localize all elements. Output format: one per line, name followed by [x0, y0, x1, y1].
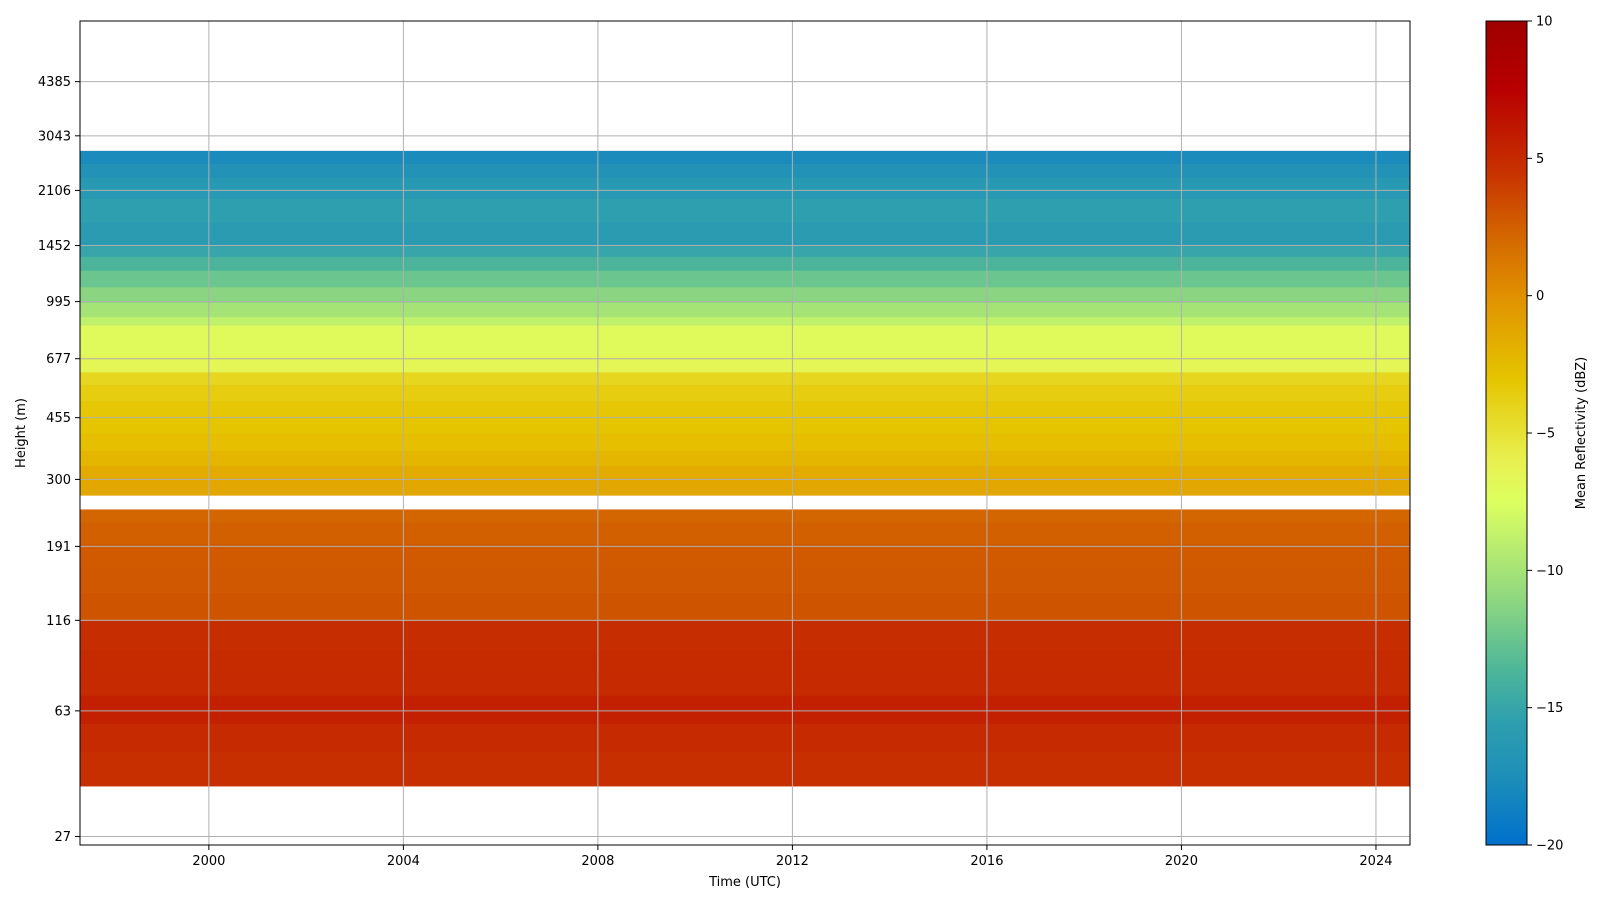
- x-axis-ticks: 2000 2004 2008 2012 2016 2020 2024: [192, 845, 1393, 869]
- heatmap-band-15: [80, 417, 1410, 434]
- x-axis-label: Time (UTC): [708, 875, 781, 890]
- heatmap-band-24: [80, 270, 1410, 288]
- heatmap-band-7: [80, 568, 1410, 594]
- plot-frame: [79, 20, 1411, 846]
- heatmap-band-27: [80, 222, 1410, 247]
- colorbar-tick-label: −5: [1536, 427, 1555, 442]
- y-tick-label: 2106: [38, 184, 71, 199]
- y-tick-label: 116: [46, 614, 71, 629]
- heatmap-band-1: [80, 723, 1410, 752]
- x-tick-label: 2000: [192, 854, 225, 869]
- colorbar: [1485, 20, 1528, 846]
- y-tick-label: 1452: [38, 239, 71, 254]
- heatmap-band-22: [80, 302, 1410, 318]
- heatmap-band-0: [80, 751, 1410, 787]
- x-tick-label: 2016: [970, 854, 1003, 869]
- x-tick-label: 2024: [1359, 854, 1392, 869]
- colorbar-tick-label: −20: [1536, 839, 1563, 854]
- heatmap-band-11: [80, 479, 1410, 496]
- heatmap-band-2: [80, 695, 1410, 724]
- y-tick-label: 677: [46, 352, 71, 367]
- heatmap-band-5: [80, 620, 1410, 651]
- y-tick-label: 995: [46, 295, 71, 310]
- x-tick-label: 2004: [387, 854, 420, 869]
- y-tick-label: 300: [46, 473, 71, 488]
- heatmap-band-19: [80, 353, 1410, 373]
- heatmap-band-28: [80, 198, 1410, 223]
- y-tick-label: 4385: [38, 75, 71, 90]
- heatmap-band-25: [80, 256, 1410, 271]
- heatmap-band-30: [80, 163, 1410, 178]
- heatmap-band-12: [80, 465, 1410, 481]
- y-tick-label: 27: [54, 830, 71, 845]
- heatmap-band-9: [80, 522, 1410, 544]
- colorbar-ticks: 10 5 0 −5 −10 −15 −20: [1527, 15, 1563, 854]
- heatmap-band-16: [80, 400, 1410, 419]
- x-tick-label: 2020: [1165, 854, 1198, 869]
- heatmap-band-20: [80, 324, 1410, 355]
- x-tick-label: 2012: [776, 854, 809, 869]
- heatmap-band-26: [80, 245, 1410, 257]
- heatmap-band-29: [80, 177, 1410, 199]
- heatmap-bands: [80, 150, 1410, 787]
- y-tick-label: 455: [46, 411, 71, 426]
- heatmap-band-23: [80, 286, 1410, 303]
- colorbar-tick-label: −15: [1536, 701, 1563, 716]
- grid-lines: [80, 21, 1410, 845]
- heatmap-band-10: [80, 509, 1410, 523]
- y-tick-label: 3043: [38, 129, 71, 144]
- y-tick-label: 191: [46, 540, 71, 555]
- colorbar-label: Mean Reflectivity (dBZ): [1574, 357, 1589, 510]
- colorbar-tick-label: 10: [1536, 15, 1553, 30]
- heatmap-band-8: [80, 543, 1410, 569]
- colorbar-tick-label: −10: [1536, 564, 1563, 579]
- heatmap-band-4: [80, 649, 1410, 673]
- colorbar-tick-label: 5: [1536, 152, 1544, 167]
- heatmap-band-3: [80, 671, 1410, 696]
- heatmap-band-6: [80, 592, 1410, 621]
- heatmap-band-17: [80, 384, 1410, 402]
- y-tick-label: 63: [54, 704, 71, 719]
- heatmap-band-13: [80, 450, 1410, 466]
- y-axis-label: Height (m): [14, 398, 29, 468]
- colorbar-tick-label: 0: [1536, 289, 1544, 304]
- heatmap-band-21: [80, 316, 1410, 326]
- y-axis-ticks: 27 63 116 191 300 455 677 995 1452 2106 3043 4385: [38, 75, 80, 845]
- heatmap-band-31: [80, 150, 1410, 164]
- heatmap-band-18: [80, 371, 1410, 385]
- x-tick-label: 2008: [581, 854, 614, 869]
- heatmap-band-14: [80, 433, 1410, 451]
